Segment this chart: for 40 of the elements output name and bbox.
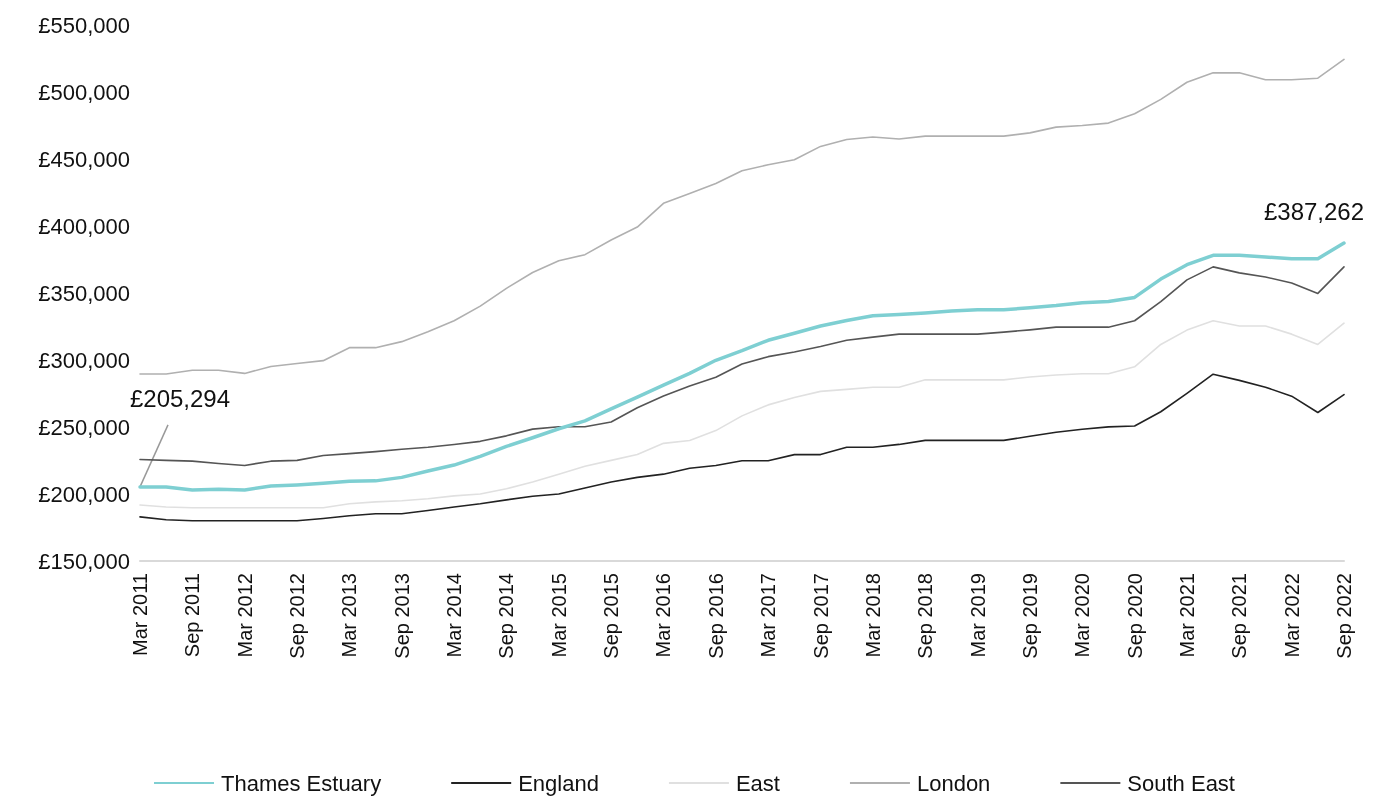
annotation: £387,262: [1263, 197, 1365, 225]
y-tick-label: £550,000: [38, 12, 130, 38]
y-tick-label: £350,000: [38, 280, 130, 306]
x-tick-label: Mar 2011: [129, 573, 151, 657]
x-tick-label: Mar 2013: [338, 573, 361, 658]
y-tick-label: £500,000: [38, 79, 130, 105]
x-tick-label: Mar 2019: [966, 573, 989, 658]
y-tick-label: £300,000: [38, 347, 130, 373]
legend-label: England: [518, 770, 599, 796]
x-tick-label: Sep 2020: [1123, 573, 1146, 659]
x-tick-label: Mar 2018: [861, 573, 884, 658]
x-tick-label: Mar 2020: [1071, 573, 1094, 658]
x-tick-label: Mar 2012: [233, 573, 256, 658]
x-tick-label: Sep 2022: [1333, 573, 1355, 659]
x-tick-label: Sep 2012: [286, 573, 309, 659]
x-tick-label: Mar 2022: [1280, 573, 1303, 658]
x-tick-label: Sep 2018: [914, 573, 937, 659]
y-tick-label: £400,000: [38, 213, 130, 239]
x-tick-label: Sep 2014: [495, 573, 518, 659]
x-tick-label: Mar 2014: [443, 573, 466, 658]
x-tick-label: Sep 2017: [809, 573, 832, 659]
y-tick-label: £250,000: [38, 414, 130, 440]
x-tick-label: Sep 2013: [390, 573, 413, 659]
legend-label: Thames Estuary: [221, 770, 382, 796]
x-tick-label: Mar 2021: [1175, 573, 1198, 658]
x-tick-label: Sep 2011: [181, 573, 204, 658]
y-tick-label: £450,000: [38, 146, 130, 172]
y-tick-label: £200,000: [38, 481, 130, 507]
x-tick-label: Mar 2015: [547, 573, 570, 658]
annotation: £205,294: [129, 385, 231, 413]
x-tick-label: Sep 2019: [1018, 573, 1041, 659]
x-tick-label: Sep 2016: [704, 573, 727, 659]
legend-label: London: [916, 770, 991, 796]
x-tick-label: Sep 2021: [1228, 573, 1251, 659]
y-tick-label: £150,000: [38, 548, 130, 574]
x-tick-label: Mar 2016: [652, 573, 675, 658]
legend-label: East: [735, 770, 780, 796]
x-tick-label: Sep 2015: [600, 573, 623, 659]
legend-label: South East: [1127, 770, 1235, 796]
x-tick-label: Mar 2017: [757, 573, 780, 658]
